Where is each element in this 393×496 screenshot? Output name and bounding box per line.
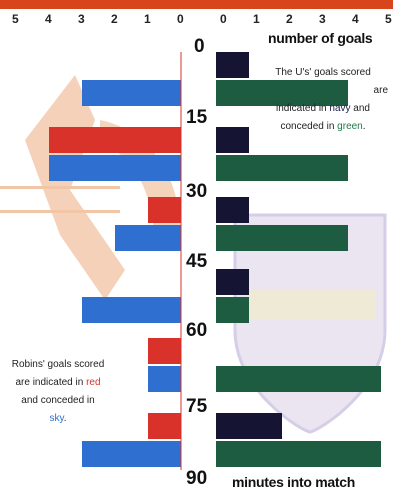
left-tick-label: 0 xyxy=(177,12,184,26)
x-axis-title: number of goals xyxy=(268,30,373,46)
robins-legend-line2: are indicated in red xyxy=(2,374,114,392)
bar-the-u-s-goals-conceded-4 xyxy=(216,366,381,392)
robins-legend-sky: sky xyxy=(49,413,64,424)
bar-the-u-s-goals-conceded-3 xyxy=(216,297,249,323)
minute-label: 90 xyxy=(186,468,208,489)
left-tick-label: 5 xyxy=(12,12,19,26)
minute-label: 0 xyxy=(194,36,205,57)
bar-the-u-s-goals-scored-1 xyxy=(216,127,249,153)
bar-the-u-s-goals-scored-3 xyxy=(216,269,249,295)
left-tick-label: 3 xyxy=(78,12,85,26)
us-legend-text: conceded in xyxy=(280,121,335,132)
right-tick-label: 4 xyxy=(352,12,359,26)
left-tick-label: 2 xyxy=(111,12,118,26)
bar-robins-goals-scored-4 xyxy=(148,338,181,364)
us-legend-line1: The U's' goals scored xyxy=(275,67,371,78)
robins-legend-red: red xyxy=(86,377,101,388)
us-legend-line3: indicated in navy and xyxy=(258,100,388,118)
right-tick-label: 5 xyxy=(385,12,392,26)
right-tick-label: 2 xyxy=(286,12,293,26)
left-tick-label: 4 xyxy=(45,12,52,26)
bar-the-u-s-goals-scored-5 xyxy=(216,413,282,439)
minute-label: 75 xyxy=(186,396,208,417)
bar-the-u-s-goals-conceded-0 xyxy=(216,80,348,106)
bar-robins-goals-conceded-5 xyxy=(82,441,181,467)
us-legend-period: . xyxy=(362,121,366,132)
us-legend-text: indicated in xyxy=(276,103,327,114)
bar-the-u-s-goals-conceded-2 xyxy=(216,225,348,251)
robins-legend-line3: and conceded in xyxy=(21,395,95,406)
bar-robins-goals-conceded-4 xyxy=(148,366,181,392)
bar-the-u-s-goals-conceded-5 xyxy=(216,441,381,467)
us-legend-green: green xyxy=(337,121,363,132)
bar-robins-goals-scored-2 xyxy=(148,197,181,223)
bar-robins-goals-scored-1 xyxy=(49,127,181,153)
robins-legend-line4: sky. xyxy=(2,410,114,428)
robins-legend: Robins' goals scored are indicated in re… xyxy=(2,356,114,428)
bar-robins-goals-conceded-3 xyxy=(82,297,181,323)
us-legend-text: and xyxy=(353,103,370,114)
bar-robins-goals-conceded-0 xyxy=(82,80,181,106)
y-axis-title: minutes into match xyxy=(232,474,355,490)
robins-legend-line1: Robins' goals scored xyxy=(11,359,105,370)
us-legend-line2: are xyxy=(373,85,388,96)
us-legend-line4: conceded in green. xyxy=(258,118,388,136)
us-legend-navy: navy xyxy=(329,103,351,114)
robins-legend-period: . xyxy=(63,413,67,424)
right-tick-label: 1 xyxy=(253,12,260,26)
robins-legend-text: are indicated in xyxy=(15,377,84,388)
bar-robins-goals-conceded-2 xyxy=(115,225,181,251)
right-tick-label: 3 xyxy=(319,12,326,26)
minute-label: 60 xyxy=(186,320,208,341)
bar-the-u-s-goals-conceded-1 xyxy=(216,155,348,181)
left-tick-label: 1 xyxy=(144,12,151,26)
right-tick-label: 0 xyxy=(220,12,227,26)
minute-label: 30 xyxy=(186,181,208,202)
header-bar xyxy=(0,0,393,9)
bar-robins-goals-scored-5 xyxy=(148,413,181,439)
minute-label: 15 xyxy=(186,107,208,128)
us-legend: The U's' goals scored are indicated in n… xyxy=(258,64,388,136)
bar-the-u-s-goals-scored-0 xyxy=(216,52,249,78)
minute-label: 45 xyxy=(186,251,208,272)
bar-the-u-s-goals-scored-2 xyxy=(216,197,249,223)
bar-robins-goals-conceded-1 xyxy=(49,155,181,181)
